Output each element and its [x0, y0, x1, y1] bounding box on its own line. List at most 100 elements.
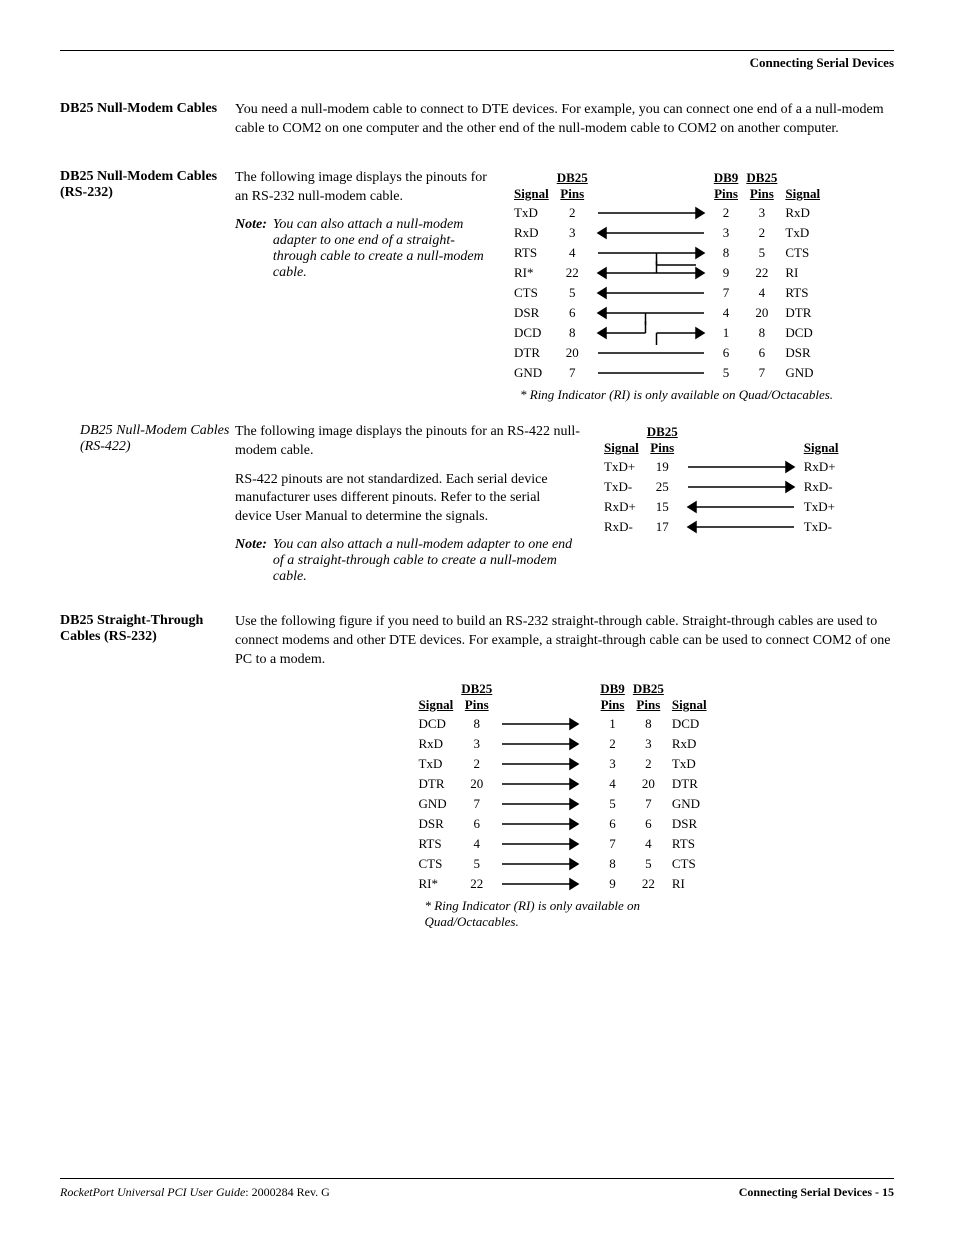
signal-left: RI*: [510, 263, 553, 283]
pin-db25-right: 3: [742, 203, 781, 223]
pin-db9: 6: [596, 814, 629, 834]
col-signal-right: Signal: [781, 169, 824, 203]
pin-db25-right: 5: [629, 854, 668, 874]
col-signal-left: Signal: [600, 423, 643, 457]
arrow-icon: [496, 754, 596, 774]
pin-db9: 2: [710, 203, 743, 223]
pin-db9: 1: [710, 323, 743, 343]
signal-left: TxD: [415, 754, 458, 774]
pinout-row: RxD+ 15 TxD+: [600, 497, 842, 517]
col-db25-left: DB25Pins: [553, 169, 592, 203]
pinout-row: DTR 20 6 6 DSR: [510, 343, 824, 363]
pin-db25: 15: [643, 497, 682, 517]
signal-left: TxD: [510, 203, 553, 223]
footnote: * Ring Indicator (RI) is only available …: [510, 387, 833, 403]
pin-db25-left: 22: [457, 874, 496, 894]
col-db25-right: DB25Pins: [629, 680, 668, 714]
pinout-row: DCD 8 1 8 DCD: [510, 323, 824, 343]
col-signal-left: Signal: [415, 680, 458, 714]
section-null-modem-cables: DB25 Null-Modem Cables You need a null-m…: [60, 101, 894, 149]
note-block: Note: You can also attach a null-modem a…: [235, 217, 490, 281]
pin-db25-left: 20: [457, 774, 496, 794]
col-db25-left: DB25Pins: [457, 680, 496, 714]
pinout-table-rs232-null: Signal DB25Pins DB9Pins DB25Pins Signal …: [510, 169, 824, 383]
pin-db25-right: 22: [629, 874, 668, 894]
pin-db25-right: 2: [629, 754, 668, 774]
pin-db25: 25: [643, 477, 682, 497]
pin-db25-left: 2: [457, 754, 496, 774]
section-null-modem-rs232: DB25 Null-Modem Cables (RS-232) The foll…: [60, 169, 894, 403]
section-title: DB25 Null-Modem Cables (RS-232): [60, 169, 235, 403]
signal-left: GND: [510, 363, 553, 383]
signal-right: RxD-: [800, 477, 843, 497]
pin-db25-left: 8: [457, 714, 496, 734]
pinout-row: GND 7 5 7 GND: [415, 794, 711, 814]
section-straight-through-rs232: DB25 Straight-Through Cables (RS-232) Us…: [60, 613, 894, 930]
pin-db9: 3: [710, 223, 743, 243]
col-arrows: [592, 169, 710, 203]
pin-db9: 8: [710, 243, 743, 263]
note-label: Note:: [235, 537, 267, 585]
footnote: * Ring Indicator (RI) is only available …: [415, 898, 715, 930]
arrow-icon: [496, 774, 596, 794]
note-label: Note:: [235, 217, 267, 281]
col-arrows: [496, 680, 596, 714]
pinout-row: RxD 3 3 2 TxD: [510, 223, 824, 243]
pin-db9: 3: [596, 754, 629, 774]
arrow-icon: [592, 303, 710, 323]
pin-db25-right: 4: [742, 283, 781, 303]
pinout-row: RTS 4 7 4 RTS: [415, 834, 711, 854]
pin-db25-left: 3: [457, 734, 496, 754]
arrow-icon: [592, 323, 710, 343]
signal-left: RTS: [510, 243, 553, 263]
footer-rule: [60, 1178, 894, 1179]
note-text: You can also attach a null-modem adapter…: [273, 217, 490, 281]
pin-db25-left: 22: [553, 263, 592, 283]
pin-db25-right: 3: [629, 734, 668, 754]
section-null-modem-rs422: DB25 Null-Modem Cables (RS-422) The foll…: [60, 423, 894, 593]
arrow-icon: [592, 203, 710, 223]
pin-db25-left: 3: [553, 223, 592, 243]
pinout-row: TxD- 25 RxD-: [600, 477, 842, 497]
pin-db9: 7: [710, 283, 743, 303]
footer-doc-title: RocketPort Universal PCI User Guide: [60, 1185, 245, 1199]
pin-db25-right: 7: [742, 363, 781, 383]
section-para: The following image displays the pinouts…: [235, 169, 490, 207]
signal-left: RxD+: [600, 497, 643, 517]
col-signal-right: Signal: [668, 680, 711, 714]
section-title: DB25 Null-Modem Cables: [60, 101, 235, 149]
pin-db25-left: 7: [457, 794, 496, 814]
arrow-icon: [496, 734, 596, 754]
signal-left: DSR: [510, 303, 553, 323]
signal-right: GND: [781, 363, 824, 383]
footer-doc-rev: : 2000284 Rev. G: [245, 1185, 330, 1199]
pin-db25-left: 5: [457, 854, 496, 874]
footer-right: Connecting Serial Devices - 15: [739, 1185, 894, 1200]
pin-db25-left: 20: [553, 343, 592, 363]
pin-db9: 8: [596, 854, 629, 874]
pin-db25-left: 8: [553, 323, 592, 343]
pin-db25-right: 5: [742, 243, 781, 263]
pin-db9: 5: [710, 363, 743, 383]
pinout-row: RxD 3 2 3 RxD: [415, 734, 711, 754]
signal-left: GND: [415, 794, 458, 814]
pin-db25-left: 6: [457, 814, 496, 834]
signal-left: RxD: [510, 223, 553, 243]
pin-db25-right: 22: [742, 263, 781, 283]
signal-right: GND: [668, 794, 711, 814]
signal-left: DTR: [415, 774, 458, 794]
pin-db25-left: 4: [457, 834, 496, 854]
arrow-icon: [496, 834, 596, 854]
signal-left: CTS: [415, 854, 458, 874]
signal-right: TxD: [668, 754, 711, 774]
arrow-icon: [592, 243, 710, 263]
signal-right: CTS: [781, 243, 824, 263]
col-db25-right: DB25Pins: [742, 169, 781, 203]
arrow-icon: [592, 363, 710, 383]
signal-right: RI: [781, 263, 824, 283]
col-db25: DB25Pins: [643, 423, 682, 457]
arrow-icon: [592, 223, 710, 243]
pinout-row: DSR 6 6 6 DSR: [415, 814, 711, 834]
signal-right: RxD: [668, 734, 711, 754]
col-signal-left: Signal: [510, 169, 553, 203]
